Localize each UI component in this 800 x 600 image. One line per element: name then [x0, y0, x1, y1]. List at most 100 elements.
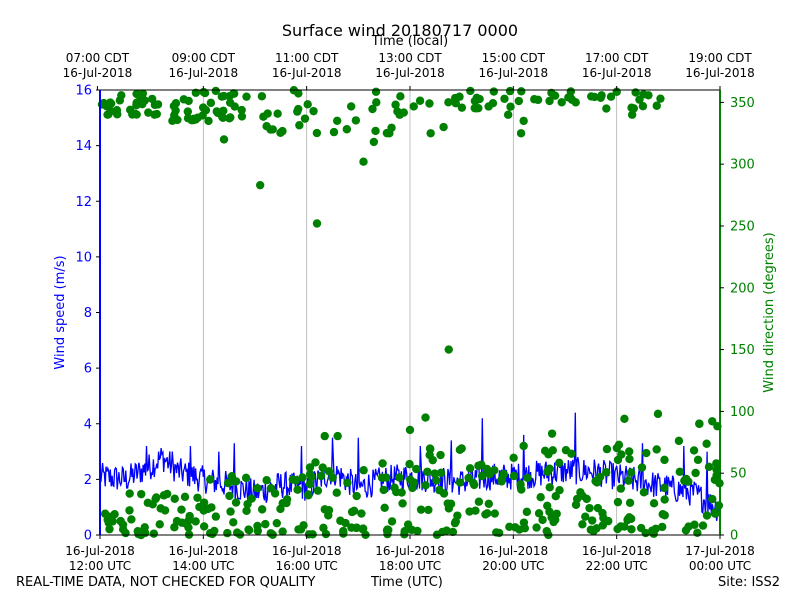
- wind-direction-point-189: [185, 511, 194, 521]
- wind-direction-point-401: [509, 453, 518, 463]
- wind-direction-point-349: [436, 450, 445, 460]
- wind-direction-point-75: [312, 128, 322, 138]
- wind-direction-point-348: [494, 528, 504, 538]
- wind-direction-point-226: [261, 519, 270, 529]
- wind-direction-point-290: [390, 483, 399, 492]
- wind-direction-point-211: [253, 521, 262, 531]
- wind-direction-point-96: [294, 89, 303, 98]
- wind-direction-point-293: [405, 459, 414, 469]
- wind-direction-point-79: [303, 100, 312, 109]
- bottom-tick-label-2-1: 16:00 UTC: [276, 559, 338, 573]
- wind-direction-point-172: [177, 505, 186, 514]
- left-tick-label-8: 16: [75, 84, 92, 99]
- wind-speed-series: [99, 412, 721, 522]
- wind-direction-point-234: [231, 498, 241, 507]
- wind-direction-point-100: [300, 114, 310, 123]
- wind-direction-point-72: [371, 126, 380, 136]
- wind-direction-point-454: [625, 498, 635, 508]
- wind-direction-point-296: [336, 516, 345, 525]
- bottom-tick-label-3-0: 16-Jul-2018: [375, 544, 445, 558]
- wind-direction-point-498: [519, 116, 528, 126]
- wind-direction-point-314: [424, 505, 433, 515]
- wind-direction-point-325: [430, 469, 439, 478]
- wind-direction-point-437: [642, 448, 651, 458]
- wind-direction-point-15: [144, 108, 153, 117]
- wind-direction-point-101: [309, 106, 318, 116]
- wind-direction-point-60: [229, 89, 238, 98]
- wind-direction-point-410: [595, 472, 605, 482]
- wind-direction-point-275: [320, 505, 330, 514]
- wind-direction-point-303: [448, 527, 458, 537]
- top-tick-label-0-1: 16-Jul-2018: [63, 66, 133, 80]
- top-tick-label-6-1: 16-Jul-2018: [685, 66, 755, 80]
- wind-direction-point-307: [435, 485, 444, 495]
- wind-direction-point-478: [320, 431, 329, 441]
- wind-direction-point-150: [629, 104, 639, 113]
- bottom-tick-label-0-1: 12:00 UTC: [69, 559, 131, 573]
- tick-labels: 0 2 4 6 8 10 12 14 16 0 50 100 150 200 250 300 350 16-Jul…: [53, 51, 777, 573]
- wind-direction-point-328: [446, 499, 456, 509]
- wind-direction-point-219: [262, 476, 271, 485]
- wind-direction-point-114: [409, 102, 418, 111]
- bottom-tick-label-2-0: 16-Jul-2018: [272, 544, 342, 558]
- wind-direction-point-87: [351, 116, 361, 125]
- wind-direction-point-62: [179, 95, 188, 104]
- wind-direction-point-171: [184, 523, 193, 532]
- wind-direction-point-316: [412, 464, 421, 474]
- wind-direction-point-350: [481, 510, 490, 519]
- wind-direction-point-222: [241, 473, 251, 483]
- wind-direction-point-224: [229, 518, 238, 527]
- wind-direction-point-115: [506, 102, 515, 111]
- wind-direction-point-389: [532, 523, 541, 532]
- wind-direction-point-394: [578, 520, 587, 529]
- wind-direction-point-474: [255, 180, 265, 190]
- wind-direction-point-492: [266, 125, 275, 134]
- wind-direction-point-486: [653, 409, 663, 419]
- wind-direction-point-284: [382, 526, 392, 535]
- wind-direction-point-306: [416, 505, 426, 514]
- wind-direction-point-177: [125, 489, 134, 498]
- top-tick-label-5-0: 17:00 CDT: [585, 51, 649, 65]
- wind-direction-point-289: [318, 463, 327, 472]
- wind-direction-point-65: [219, 106, 228, 115]
- wind-direction-point-217: [278, 527, 287, 536]
- top-tick-label-5-1: 16-Jul-2018: [582, 66, 652, 80]
- wind-direction-point-152: [180, 492, 190, 502]
- wind-direction-point-438: [658, 522, 667, 532]
- wind-direction-point-50: [237, 112, 247, 121]
- wind-direction-point-472: [312, 219, 322, 228]
- wind-direction-point-354: [451, 517, 460, 526]
- wind-direction-point-70: [295, 121, 304, 130]
- wind-direction-point-18: [132, 110, 141, 119]
- wind-direction-point-256: [321, 529, 331, 539]
- wind-direction-point-201: [291, 476, 301, 485]
- wind-direction-point-106: [484, 102, 493, 111]
- quality-notice: REAL-TIME DATA, NOT CHECKED FOR QUALITY: [16, 575, 316, 590]
- wind-direction-point-97: [273, 109, 282, 118]
- wind-direction-point-270: [305, 463, 315, 472]
- bottom-tick-label-5-1: 22:00 UTC: [586, 559, 648, 573]
- wind-direction-point-245: [272, 518, 281, 528]
- bottom-tick-label-6-0: 17-Jul-2018: [685, 544, 755, 558]
- wind-direction-point-424: [702, 439, 711, 448]
- wind-direction-point-133: [550, 91, 560, 100]
- wind-direction-point-53: [226, 113, 235, 122]
- left-tick-label-4: 8: [84, 306, 92, 321]
- left-axis-label: Wind speed (m/s): [53, 255, 68, 369]
- wind-direction-point-83: [329, 127, 339, 137]
- wind-direction-point-266: [304, 490, 313, 499]
- wind-direction-point-179: [140, 523, 149, 532]
- top-tick-label-3-1: 16-Jul-2018: [375, 66, 445, 80]
- wind-direction-point-387: [517, 485, 526, 494]
- wind-direction-point-338: [499, 469, 508, 479]
- wind-direction-point-206: [223, 528, 232, 538]
- wind-direction-point-356: [490, 466, 499, 475]
- right-tick-label-4: 200: [730, 281, 755, 296]
- bottom-tick-label-1-0: 16-Jul-2018: [169, 544, 239, 558]
- wind-direction-point-124: [514, 96, 524, 106]
- right-tick-label-1: 50: [730, 467, 747, 482]
- wind-direction-point-368: [536, 493, 545, 502]
- wind-direction-point-78: [332, 116, 342, 125]
- wind-direction-point-86: [257, 92, 267, 101]
- wind-direction-point-26: [150, 100, 160, 110]
